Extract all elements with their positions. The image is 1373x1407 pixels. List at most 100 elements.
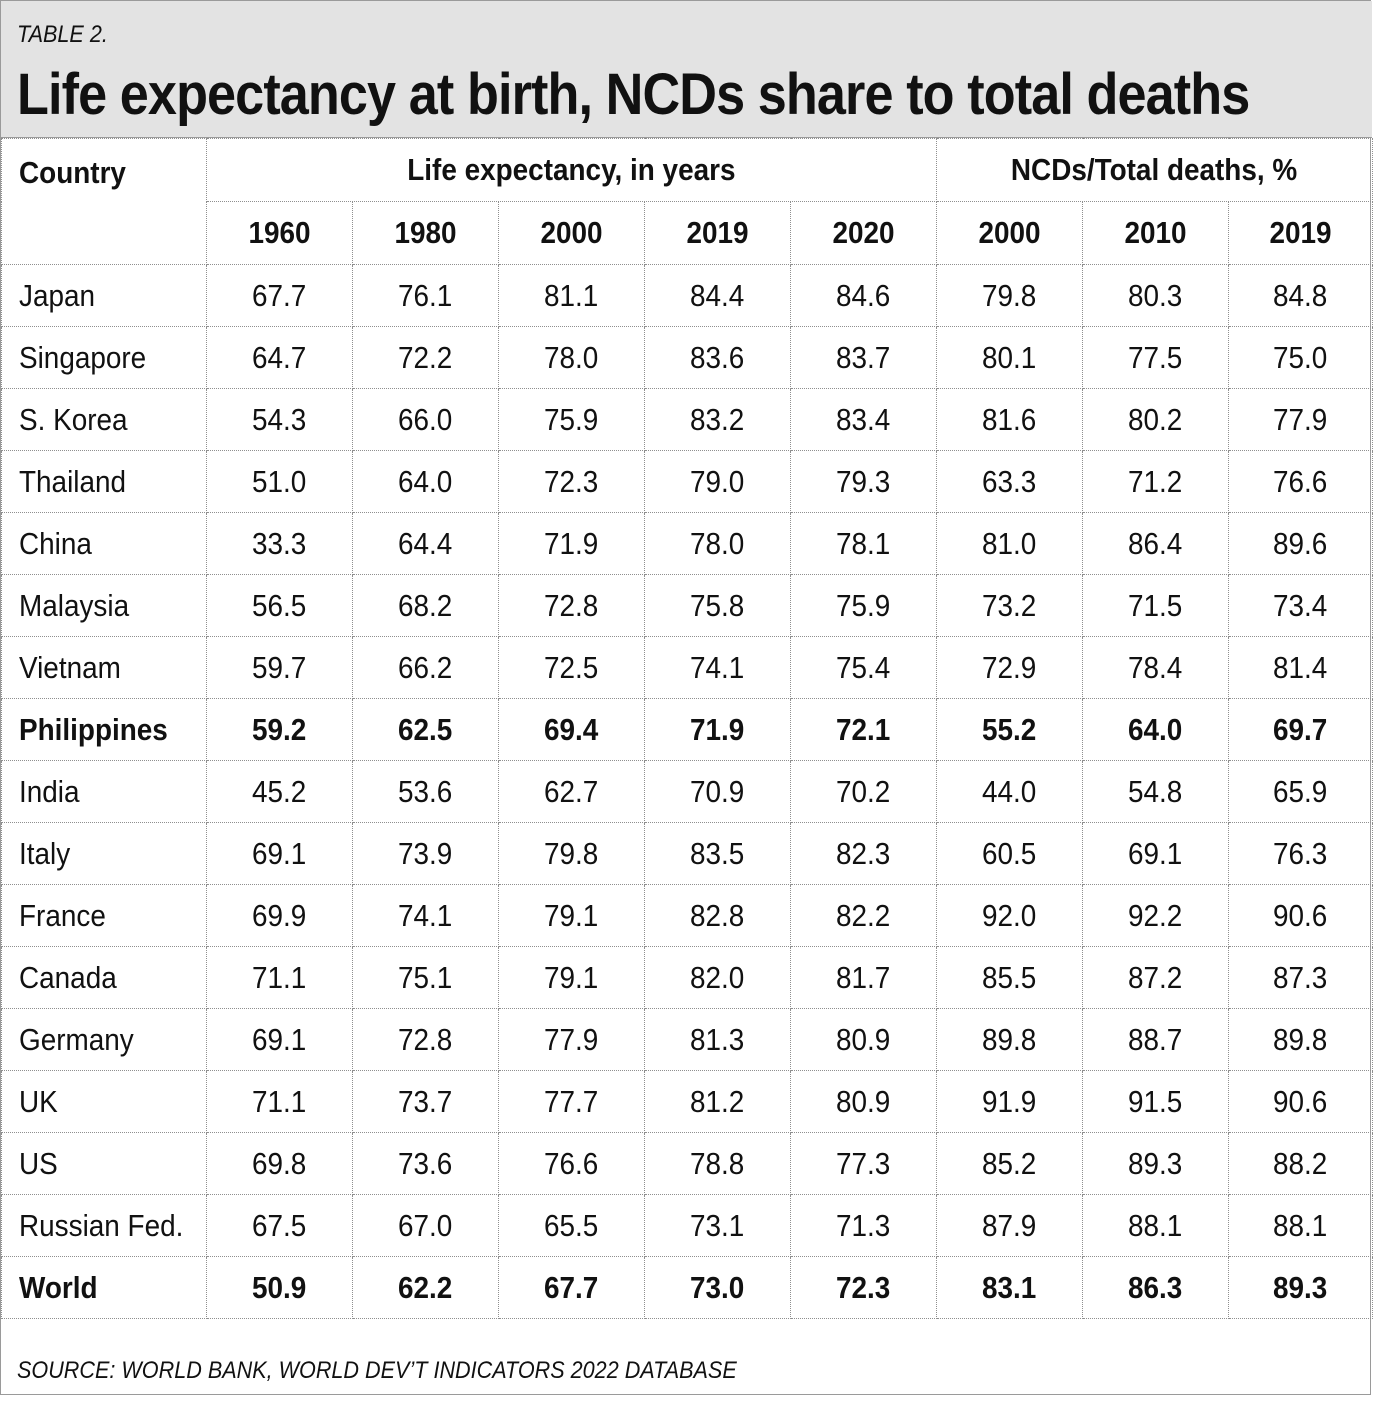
value-cell: 89.3 (1228, 1256, 1373, 1319)
value-cell: 66.0 (352, 388, 499, 451)
value-cell: 74.1 (644, 636, 791, 699)
column-header-year: 2000 (498, 201, 645, 265)
value-cell: 71.1 (206, 1070, 353, 1133)
value-cell: 78.8 (644, 1132, 791, 1195)
value-cell: 59.7 (206, 636, 353, 699)
table-row: Canada 71.1 75.1 79.1 82.0 81.7 85.5 87.2 87.3 (1, 946, 1373, 1009)
value-cell: 62.5 (352, 698, 499, 761)
country-cell: Germany (1, 1008, 207, 1071)
value-cell: 76.1 (352, 264, 499, 327)
country-cell: Malaysia (1, 574, 207, 637)
table-row: UK 71.1 73.7 77.7 81.2 80.9 91.9 91.5 90.6 (1, 1070, 1373, 1133)
value-cell: 64.4 (352, 512, 499, 575)
value-cell: 85.2 (936, 1132, 1084, 1195)
value-cell: 79.1 (498, 884, 645, 947)
value-cell: 55.2 (936, 698, 1084, 761)
country-cell: India (1, 760, 207, 823)
country-cell: France (1, 884, 207, 947)
table-row: India 45.2 53.6 62.7 70.9 70.2 44.0 54.8 65.9 (1, 760, 1373, 823)
value-cell: 62.7 (498, 760, 645, 823)
value-cell: 72.8 (498, 574, 645, 637)
value-cell: 88.2 (1228, 1132, 1373, 1195)
country-cell: US (1, 1132, 207, 1195)
value-cell: 63.3 (936, 450, 1084, 513)
value-cell: 80.9 (789, 1070, 938, 1133)
value-cell: 79.8 (936, 264, 1084, 327)
value-cell: 70.9 (644, 760, 791, 823)
column-header-year: 1960 (206, 201, 353, 265)
country-cell: UK (1, 1070, 207, 1133)
value-cell: 89.3 (1082, 1132, 1230, 1195)
value-cell: 83.5 (644, 822, 791, 885)
value-cell: 78.0 (498, 326, 645, 389)
column-header-year: 2010 (1082, 201, 1230, 265)
value-cell: 87.3 (1228, 946, 1373, 1009)
value-cell: 50.9 (206, 1256, 353, 1319)
value-cell: 81.3 (644, 1008, 791, 1071)
value-cell: 80.1 (936, 326, 1084, 389)
value-cell: 33.3 (206, 512, 353, 575)
value-cell: 54.8 (1082, 760, 1230, 823)
value-cell: 56.5 (206, 574, 353, 637)
value-cell: 86.4 (1082, 512, 1230, 575)
value-cell: 87.9 (936, 1194, 1084, 1257)
value-cell: 73.0 (644, 1256, 791, 1319)
value-cell: 81.6 (936, 388, 1084, 451)
value-cell: 83.7 (789, 326, 938, 389)
country-cell: Canada (1, 946, 207, 1009)
table-row: Germany 69.1 72.8 77.9 81.3 80.9 89.8 88.7 89.8 (1, 1008, 1373, 1071)
country-cell: Thailand (1, 450, 207, 513)
value-cell: 82.2 (789, 884, 938, 947)
value-cell: 71.5 (1082, 574, 1230, 637)
value-cell: 71.1 (206, 946, 353, 1009)
value-cell: 67.5 (206, 1194, 353, 1257)
value-cell: 91.9 (936, 1070, 1084, 1133)
value-cell: 73.7 (352, 1070, 499, 1133)
table-row: Vietnam 59.7 66.2 72.5 74.1 75.4 72.9 78.4 81.4 (1, 636, 1373, 699)
table-row: Japan 67.7 76.1 81.1 84.4 84.6 79.8 80.3 84.8 (1, 264, 1373, 327)
value-cell: 80.3 (1082, 264, 1230, 327)
country-cell: World (1, 1256, 207, 1319)
country-cell: Philippines (1, 698, 207, 761)
value-cell: 69.1 (206, 1008, 353, 1071)
table-row: Singapore 64.7 72.2 78.0 83.6 83.7 80.1 77.5 75.… (1, 326, 1373, 389)
value-cell: 69.8 (206, 1132, 353, 1195)
data-table: Country Life expectancy, in years NCDs/T… (1, 138, 1373, 1319)
value-cell: 79.0 (644, 450, 791, 513)
value-cell: 88.1 (1228, 1194, 1373, 1257)
country-cell: S. Korea (1, 388, 207, 451)
value-cell: 72.2 (352, 326, 499, 389)
value-cell: 69.1 (1082, 822, 1230, 885)
value-cell: 75.9 (789, 574, 938, 637)
value-cell: 83.1 (936, 1256, 1084, 1319)
value-cell: 67.7 (206, 264, 353, 327)
value-cell: 81.4 (1228, 636, 1373, 699)
table-row: China 33.3 64.4 71.9 78.0 78.1 81.0 86.4 89.6 (1, 512, 1373, 575)
value-cell: 73.1 (644, 1194, 791, 1257)
value-cell: 77.3 (789, 1132, 938, 1195)
column-header-year: 2020 (789, 201, 938, 265)
value-cell: 90.6 (1228, 1070, 1373, 1133)
value-cell: 83.4 (789, 388, 938, 451)
value-cell: 75.1 (352, 946, 499, 1009)
value-cell: 80.9 (789, 1008, 938, 1071)
country-cell: Italy (1, 822, 207, 885)
value-cell: 90.6 (1228, 884, 1373, 947)
value-cell: 72.8 (352, 1008, 499, 1071)
column-header-year: 2019 (1228, 201, 1373, 265)
column-header-year: 2019 (644, 201, 791, 265)
value-cell: 82.0 (644, 946, 791, 1009)
value-cell: 79.1 (498, 946, 645, 1009)
value-cell: 82.8 (644, 884, 791, 947)
value-cell: 71.2 (1082, 450, 1230, 513)
value-cell: 87.2 (1082, 946, 1230, 1009)
country-cell: Singapore (1, 326, 207, 389)
value-cell: 76.6 (1228, 450, 1373, 513)
value-cell: 72.3 (789, 1256, 938, 1319)
value-cell: 75.0 (1228, 326, 1373, 389)
value-cell: 89.8 (1228, 1008, 1373, 1071)
table-row: France 69.9 74.1 79.1 82.8 82.2 92.0 92.2 90.6 (1, 884, 1373, 947)
value-cell: 79.3 (789, 450, 938, 513)
value-cell: 78.1 (789, 512, 938, 575)
